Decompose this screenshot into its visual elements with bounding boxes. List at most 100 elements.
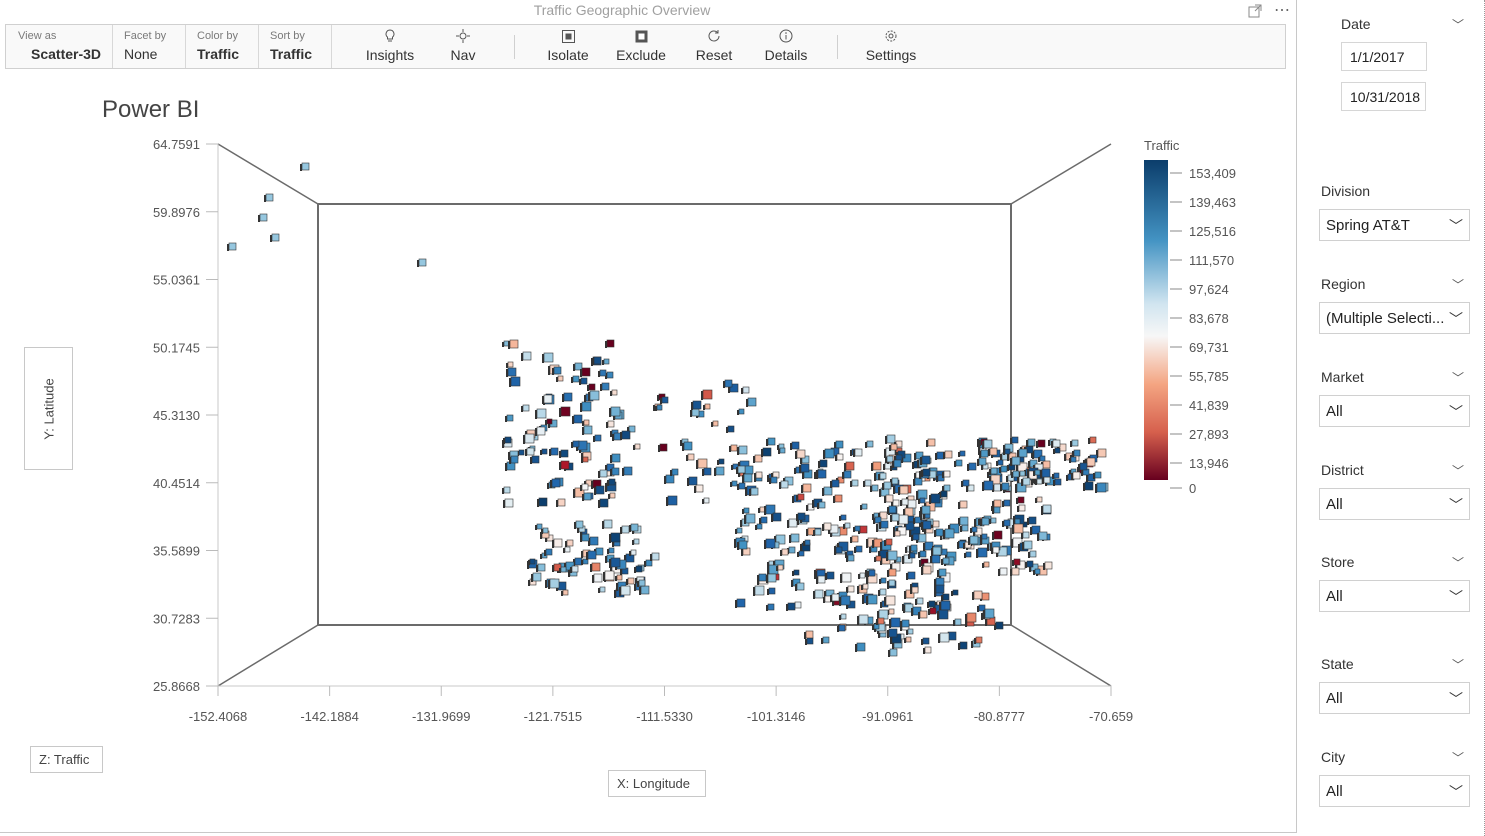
cube-side xyxy=(834,548,836,554)
focus-mode-icon[interactable] xyxy=(1248,4,1264,18)
data-point xyxy=(1002,499,1011,507)
details-button[interactable]: Details xyxy=(761,29,811,67)
color-by-field[interactable]: Color by Traffic xyxy=(185,25,259,68)
settings-button[interactable]: Settings xyxy=(861,29,921,67)
cube-face xyxy=(557,375,564,382)
isolate-button[interactable]: Isolate xyxy=(542,29,594,67)
division-dropdown[interactable]: Spring AT&T ﹀ xyxy=(1319,209,1470,241)
cube-side xyxy=(960,526,962,532)
city-dropdown[interactable]: All ﹀ xyxy=(1319,775,1470,807)
data-point xyxy=(766,437,776,446)
data-point xyxy=(542,394,553,404)
data-point xyxy=(943,528,955,539)
color-by-caption: Color by xyxy=(197,30,238,42)
cube-side xyxy=(871,463,873,471)
cube-side xyxy=(690,410,692,417)
state-dropdown[interactable]: All ﹀ xyxy=(1319,682,1470,714)
cube-face xyxy=(907,628,914,635)
facet-by-field[interactable]: Facet by None xyxy=(112,25,186,68)
cube-side xyxy=(771,514,773,522)
data-point xyxy=(900,498,909,506)
sort-by-field[interactable]: Sort by Traffic xyxy=(258,25,332,68)
scatter-3d-chart[interactable]: 64.7591 59.8976 55.0361 50.1745 45.3130 40.45… xyxy=(0,0,1298,760)
data-point xyxy=(878,588,887,596)
chevron-down-icon[interactable]: ﹀ xyxy=(1452,556,1465,570)
z-axis-button[interactable]: Z: Traffic xyxy=(30,746,103,773)
cube-side xyxy=(737,484,739,490)
date-end-input[interactable]: 10/31/2018 xyxy=(1341,82,1426,111)
data-point xyxy=(594,485,605,495)
cube-side xyxy=(620,569,622,575)
cube-side xyxy=(702,469,704,476)
region-dropdown[interactable]: (Multiple Selecti... ﹀ xyxy=(1319,302,1470,334)
data-point xyxy=(906,571,916,580)
cube-side xyxy=(862,595,864,604)
cube-side xyxy=(574,522,576,529)
cube-face xyxy=(983,480,994,491)
chevron-down-icon[interactable]: ﹀ xyxy=(1452,371,1465,385)
cube-side xyxy=(1030,527,1032,535)
cube-face xyxy=(659,443,668,452)
data-point xyxy=(694,484,704,493)
date-start-input[interactable]: 1/1/2017 xyxy=(1341,42,1427,71)
y-tick-label: 59.8976 xyxy=(153,205,200,220)
data-point xyxy=(830,593,840,602)
cube-side xyxy=(891,501,893,507)
data-point xyxy=(823,595,832,603)
chevron-down-icon[interactable]: ﹀ xyxy=(1452,751,1465,765)
cube-face xyxy=(736,527,743,534)
market-dropdown[interactable]: All ﹀ xyxy=(1319,395,1470,427)
data-point xyxy=(696,458,708,469)
data-point xyxy=(552,366,562,375)
data-point xyxy=(629,549,637,556)
cube-side xyxy=(581,560,583,565)
facet-by-value: None xyxy=(124,46,158,62)
chevron-down-icon[interactable]: ﹀ xyxy=(1452,658,1465,672)
y-axis-button[interactable]: Y: Latitude xyxy=(24,347,73,470)
nav-button[interactable]: Nav xyxy=(443,29,483,67)
cube-side xyxy=(417,260,419,267)
cube-face xyxy=(1089,436,1097,444)
view-as-field[interactable]: View as Scatter-3D xyxy=(6,25,113,68)
cube-face xyxy=(742,386,750,394)
chevron-down-icon[interactable]: ﹀ xyxy=(1452,464,1465,478)
chevron-down-icon[interactable]: ﹀ xyxy=(1452,278,1465,292)
reset-button[interactable]: Reset xyxy=(692,29,736,67)
cube-side xyxy=(979,451,981,458)
cube-side xyxy=(607,480,609,486)
cube-side xyxy=(889,619,891,628)
data-point xyxy=(797,550,805,557)
cube-side xyxy=(967,464,969,471)
cube-side xyxy=(1032,476,1034,483)
data-point xyxy=(658,443,668,452)
compass-icon xyxy=(443,29,483,47)
cube-side xyxy=(890,564,892,572)
data-point xyxy=(602,358,610,365)
store-dropdown[interactable]: All ﹀ xyxy=(1319,580,1470,612)
data-point xyxy=(521,351,532,361)
chevron-down-icon[interactable]: ﹀ xyxy=(1452,18,1465,32)
insights-button[interactable]: Insights xyxy=(361,29,419,67)
cube-face xyxy=(546,418,553,425)
region-value: (Multiple Selecti... xyxy=(1326,310,1445,327)
cube-side xyxy=(749,489,751,496)
cube-side xyxy=(603,572,605,581)
cube-side xyxy=(1003,445,1005,453)
cube-side xyxy=(1027,472,1029,480)
data-point xyxy=(227,242,237,251)
data-point xyxy=(525,447,535,456)
cube-side xyxy=(813,530,815,536)
district-dropdown[interactable]: All ﹀ xyxy=(1319,488,1470,520)
data-point xyxy=(803,539,811,546)
cube-side xyxy=(580,403,582,412)
data-point xyxy=(1051,439,1061,448)
cube-side xyxy=(509,457,511,464)
more-options-icon[interactable]: ⋯ xyxy=(1274,2,1291,19)
cube-side xyxy=(629,525,631,532)
depth-edge xyxy=(1010,624,1112,687)
cube-side xyxy=(1041,506,1043,514)
exclude-button[interactable]: Exclude xyxy=(613,29,669,67)
cube-face xyxy=(824,448,835,459)
x-axis-button[interactable]: X: Longitude xyxy=(608,770,706,797)
cube-side xyxy=(653,405,655,411)
